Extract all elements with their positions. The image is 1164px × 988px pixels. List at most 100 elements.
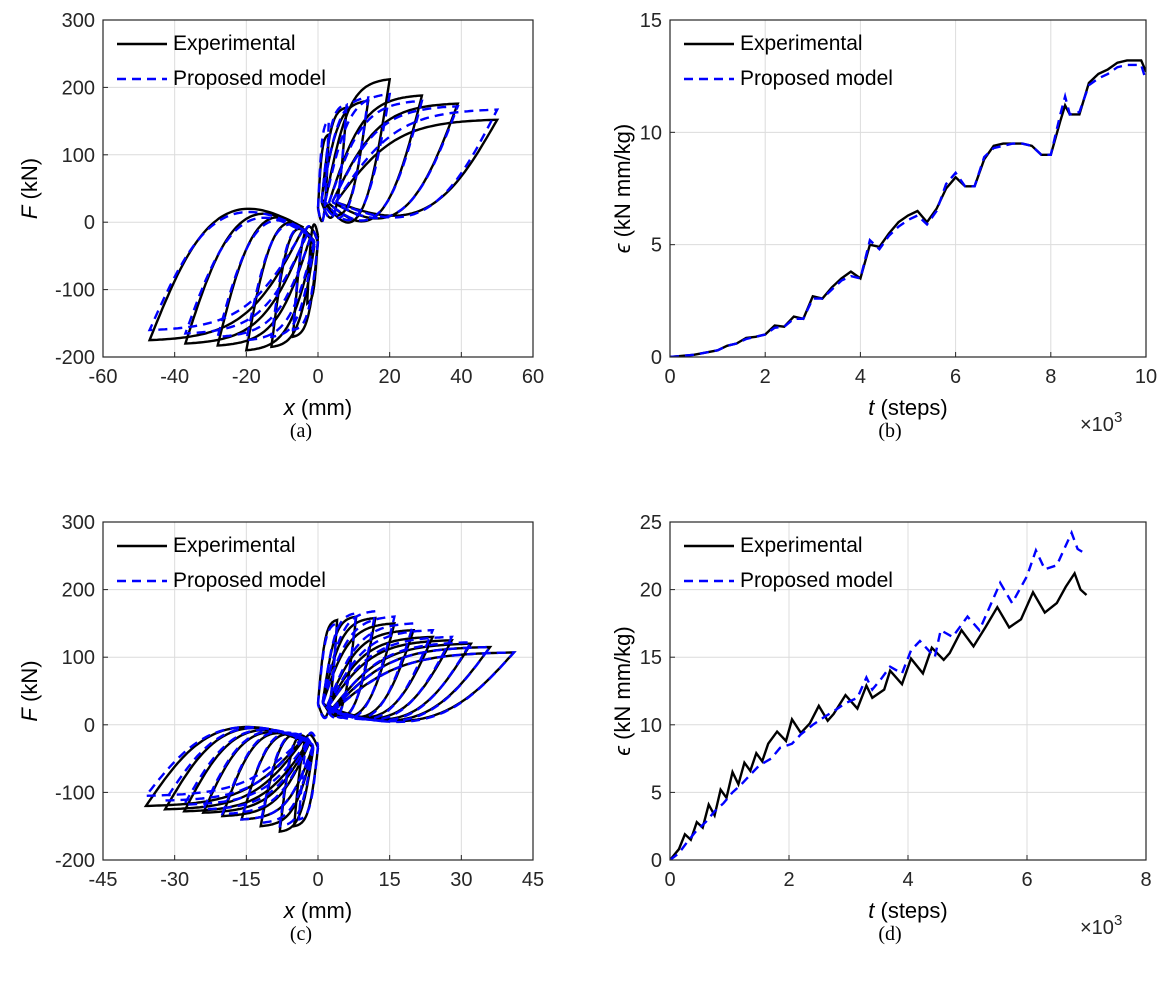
y-tick-label: 5 xyxy=(651,782,662,804)
x-tick-label: -60 xyxy=(89,366,118,388)
x-tick-label: 15 xyxy=(379,869,401,891)
y-axis-unit: (kN mm/kg) xyxy=(610,124,635,244)
model-loop xyxy=(240,731,315,821)
model-loop xyxy=(331,651,517,724)
model-loop xyxy=(316,621,339,720)
experimental-loop xyxy=(220,732,310,818)
y-axis-variable: ϵ xyxy=(610,242,635,253)
x-tick-label: 40 xyxy=(450,366,472,388)
model-loop xyxy=(334,108,500,219)
y-axis-variable: F xyxy=(17,707,42,722)
y-tick-label: 100 xyxy=(62,145,95,167)
x-axis-variable: x xyxy=(283,395,296,420)
experimental-loop xyxy=(331,645,493,722)
x-tick-label: -45 xyxy=(89,869,118,891)
y-tick-label: 10 xyxy=(640,715,662,737)
x-tick-label: 60 xyxy=(522,366,544,388)
model-loop xyxy=(278,732,315,828)
y-axis-label: F (kN) xyxy=(17,158,42,219)
y-tick-label: 15 xyxy=(640,10,662,32)
legend: Experimental Proposed model xyxy=(684,534,893,592)
x-axis-unit: (steps) xyxy=(874,395,947,420)
model-loop xyxy=(259,732,315,825)
panel-caption: (c) xyxy=(290,923,312,945)
y-tick-label: 20 xyxy=(640,580,662,602)
experimental-loop xyxy=(324,77,392,224)
model-loop xyxy=(291,224,320,332)
model-loop xyxy=(162,726,305,802)
y-tick-label: 25 xyxy=(640,512,662,534)
model-loop xyxy=(321,615,396,720)
x-tick-label: 0 xyxy=(664,869,675,891)
panel-caption: (d) xyxy=(878,923,901,945)
model-loop xyxy=(220,730,310,816)
y-tick-label: -100 xyxy=(55,782,95,804)
y-tick-label: 300 xyxy=(62,10,95,32)
legend: Experimental Proposed model xyxy=(117,534,326,592)
x-tick-label: 4 xyxy=(855,366,866,388)
legend-label: Proposed model xyxy=(173,67,326,90)
model-loop xyxy=(244,223,316,342)
x-tick-label: 45 xyxy=(522,869,544,891)
y-axis-label: F (kN) xyxy=(17,660,42,721)
model-loop xyxy=(147,210,305,332)
y-axis-label: ϵ (kN mm/kg) xyxy=(610,626,635,755)
experimental-series-line xyxy=(670,570,1088,860)
y-tick-label: -200 xyxy=(55,347,95,369)
x-tick-label: 2 xyxy=(760,366,771,388)
x-tick-label: 30 xyxy=(450,869,472,891)
model-loop xyxy=(324,92,392,222)
y-tick-label: 15 xyxy=(640,647,662,669)
y-tick-label: 5 xyxy=(651,235,662,257)
legend-label: Experimental xyxy=(740,534,863,557)
plot-area xyxy=(670,529,1088,860)
x-axis-unit: (steps) xyxy=(874,898,947,923)
chart-panel-c: -45 -30 -15 0 15 30 45 -200 -100 0 100 200 300 x (mm)… xyxy=(17,512,544,945)
x-axis-variable: x xyxy=(283,898,296,923)
x-axis-label: t (steps) xyxy=(868,898,947,923)
x-axis-unit: (mm) xyxy=(295,395,352,420)
experimental-loop xyxy=(306,223,320,307)
legend-label: Proposed model xyxy=(173,569,326,592)
y-tick-label: 200 xyxy=(62,77,95,99)
y-tick-label: 0 xyxy=(651,850,662,872)
y-axis-label: ϵ (kN mm/kg) xyxy=(610,124,635,253)
legend-label: Experimental xyxy=(173,534,296,557)
model-loop xyxy=(201,730,310,811)
legend-label: Proposed model xyxy=(740,67,893,90)
x-tick-label: 6 xyxy=(1021,869,1032,891)
plot-area xyxy=(670,59,1146,357)
y-tick-label: 0 xyxy=(651,347,662,369)
model-loop xyxy=(182,728,310,806)
y-tick-label: -100 xyxy=(55,280,95,302)
x-tick-label: -30 xyxy=(160,869,189,891)
x-axis-multiplier: ×103 xyxy=(1080,409,1122,436)
model-loop xyxy=(321,612,358,719)
x-tick-label: 0 xyxy=(312,366,323,388)
multiplier-exponent: 3 xyxy=(1114,409,1122,426)
axes-box xyxy=(669,19,1147,358)
x-tick-label: 2 xyxy=(783,869,794,891)
x-axis-label: x (mm) xyxy=(283,898,352,923)
y-tick-label: -200 xyxy=(55,850,95,872)
panel-caption: (a) xyxy=(290,420,312,442)
y-axis-unit: (kN) xyxy=(17,660,42,708)
model-loop xyxy=(331,645,493,723)
model-series-line xyxy=(670,63,1146,357)
y-axis-unit: (kN mm/kg) xyxy=(610,626,635,746)
experimental-series-line xyxy=(670,59,1146,357)
x-tick-label: 0 xyxy=(664,366,675,388)
y-axis-variable: F xyxy=(17,204,42,219)
y-tick-label: 0 xyxy=(84,212,95,234)
experimental-loop xyxy=(147,207,305,342)
plot-area xyxy=(143,609,517,834)
model-loop xyxy=(327,99,424,222)
model-loop xyxy=(316,119,331,224)
y-tick-label: 0 xyxy=(84,715,95,737)
y-axis-variable: ϵ xyxy=(610,745,635,756)
multiplier-base: ×10 xyxy=(1080,917,1114,939)
x-tick-label: -15 xyxy=(232,869,261,891)
y-tick-label: 200 xyxy=(62,580,95,602)
